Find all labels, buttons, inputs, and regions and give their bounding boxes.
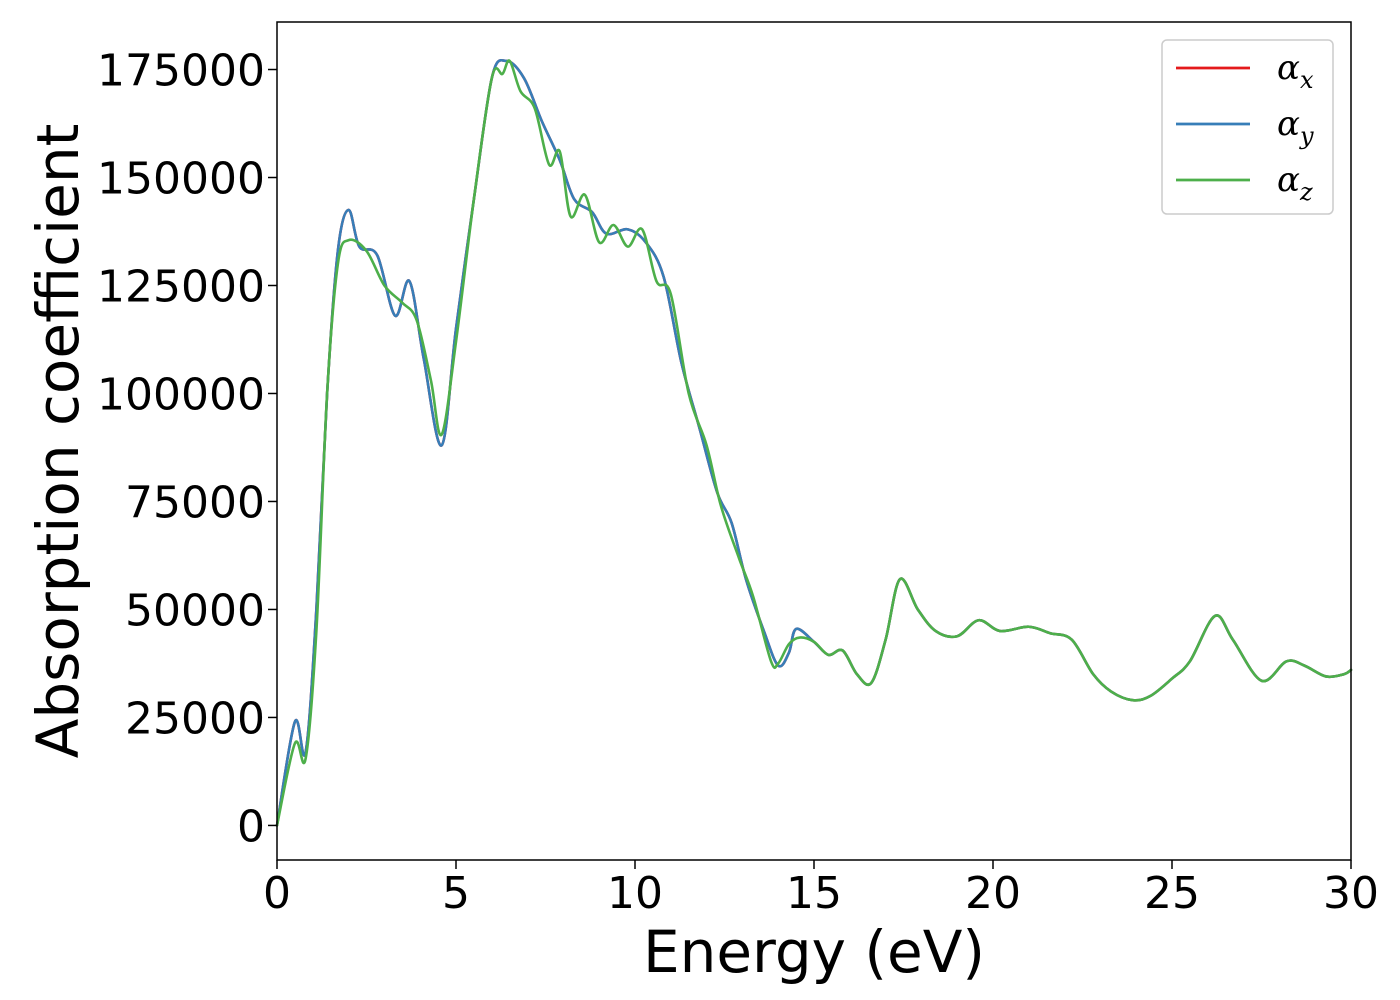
y-tick-label: 75000 (125, 477, 265, 528)
x-axis-label: Energy (eV) (643, 918, 985, 986)
y-axis-label: Absorption coefficient (24, 124, 92, 759)
x-tick-label: 30 (1323, 868, 1379, 919)
legend: αx αy αz (1161, 39, 1334, 215)
x-tick-label: 25 (1144, 868, 1200, 919)
legend-label: αy (1277, 104, 1314, 150)
x-tick-label: 20 (965, 868, 1021, 919)
legend-item-y: αy (1176, 104, 1314, 150)
x-tick-label: 0 (263, 868, 291, 919)
x-axis: 0 5 10 15 20 25 30 (263, 860, 1379, 919)
y-tick-label: 25000 (125, 693, 265, 744)
y-tick-label: 175000 (97, 46, 265, 97)
x-tick-label: 5 (442, 868, 470, 919)
y-tick-label: 100000 (97, 369, 265, 420)
legend-box (1161, 39, 1334, 215)
legend-label: αz (1277, 160, 1313, 206)
legend-label: αx (1277, 48, 1314, 94)
legend-item-z: αz (1176, 160, 1313, 206)
y-tick-label: 150000 (97, 154, 265, 205)
series-layer (275, 58, 1353, 827)
y-tick-label: 50000 (125, 585, 265, 636)
y-axis: 0 25000 50000 75000 100000 125000 150000 175000 (97, 46, 277, 852)
x-tick-label: 15 (786, 868, 842, 919)
y-tick-label: 0 (237, 801, 265, 852)
x-tick-label: 10 (607, 868, 663, 919)
series-line-z (275, 59, 1353, 827)
y-tick-label: 125000 (97, 261, 265, 312)
legend-item-x: αx (1176, 48, 1314, 94)
